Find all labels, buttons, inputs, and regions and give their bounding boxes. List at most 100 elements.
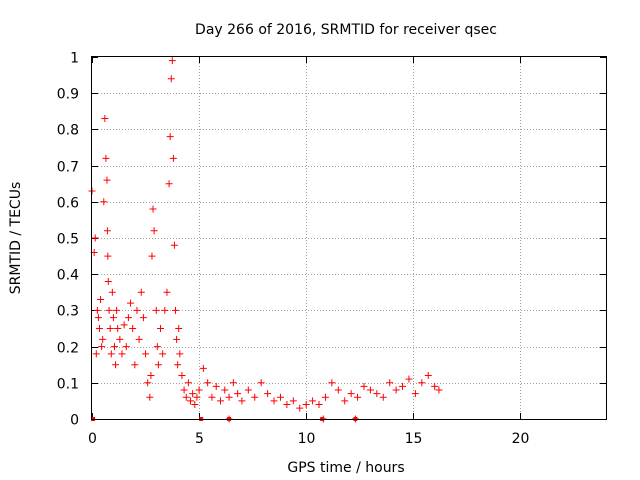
data-point — [309, 397, 317, 405]
data-point — [366, 386, 374, 394]
data-point — [106, 325, 114, 332]
data-point — [315, 401, 323, 409]
data-point — [98, 343, 106, 351]
data-point — [91, 234, 99, 242]
data-point — [431, 382, 439, 390]
plot-frame — [91, 56, 607, 420]
data-point — [184, 379, 192, 387]
tick-labels: 00.10.20.30.40.50.60.70.80.910 5 10 15 20 — [57, 51, 530, 448]
x-axis-label: GPS time / hours — [287, 460, 404, 476]
data-point — [101, 115, 109, 123]
data-point — [137, 288, 145, 296]
data-point — [149, 205, 157, 213]
y-tick-label: 0.5 — [57, 232, 79, 248]
y-tick-label: 0.6 — [57, 196, 79, 212]
data-point — [127, 299, 135, 307]
data-point — [152, 306, 160, 314]
data-point — [276, 393, 284, 401]
data-point — [112, 361, 120, 369]
x-tick-label: 10 — [298, 431, 316, 447]
data-point — [129, 325, 137, 332]
data-point — [100, 198, 108, 206]
data-point — [150, 227, 158, 235]
data-point — [379, 393, 387, 401]
data-point — [165, 180, 173, 188]
data-point — [386, 379, 394, 387]
data-point — [167, 75, 175, 83]
data-point — [142, 350, 150, 358]
data-point — [244, 386, 252, 394]
data-point — [95, 325, 103, 332]
data-point — [208, 393, 216, 401]
x-tick-label: 15 — [405, 431, 423, 447]
data-point — [161, 306, 169, 314]
data-point — [103, 227, 111, 235]
data-point — [92, 350, 100, 358]
data-point — [173, 335, 181, 343]
data-point — [154, 361, 162, 369]
data-point — [124, 314, 132, 322]
y-tick-label: 0.4 — [57, 268, 79, 284]
y-tick-label: 0.7 — [57, 160, 79, 176]
data-point — [180, 386, 188, 394]
data-point — [189, 390, 197, 398]
data-point — [217, 397, 224, 405]
data-point — [399, 382, 407, 390]
data-point — [168, 57, 176, 65]
data-point — [148, 252, 156, 260]
y-tick-label: 0 — [70, 413, 79, 429]
data-point — [110, 343, 118, 351]
data-point — [170, 241, 178, 249]
data-point — [334, 386, 342, 394]
data-point — [169, 154, 177, 162]
data-point — [104, 252, 112, 260]
x-tick-label: 0 — [88, 431, 97, 447]
data-point — [204, 379, 212, 387]
data-point — [251, 393, 259, 401]
data-point — [116, 335, 124, 343]
data-point — [270, 397, 278, 405]
x-tick-label: 20 — [512, 431, 530, 447]
data-point — [114, 325, 122, 332]
data-point — [94, 314, 102, 322]
data-point — [147, 372, 155, 380]
data-point — [411, 390, 419, 398]
data-point — [166, 133, 174, 141]
data-point — [105, 306, 113, 314]
grid-lines — [92, 57, 606, 419]
y-axis-label: SRMTID / TECUs — [8, 182, 24, 295]
data-point — [212, 382, 220, 390]
data-point — [238, 397, 246, 405]
data-point — [225, 393, 233, 401]
data-point — [195, 386, 203, 394]
data-point — [321, 393, 329, 401]
x-tick-label: 5 — [195, 431, 204, 447]
data-point — [347, 390, 355, 398]
data-point — [191, 401, 199, 409]
data-point — [97, 296, 105, 304]
data-point — [174, 361, 182, 369]
y-tick-label: 0.8 — [57, 123, 79, 139]
data-point — [176, 350, 184, 358]
data-point — [146, 393, 154, 401]
data-point — [302, 401, 310, 409]
data-point — [135, 335, 143, 343]
data-point — [163, 288, 171, 296]
data-point — [328, 379, 336, 387]
y-tick-label: 0.9 — [57, 87, 79, 103]
data-point — [131, 361, 139, 369]
data-point — [289, 397, 297, 405]
data-point — [93, 306, 101, 314]
data-point — [159, 350, 167, 358]
data-point — [360, 382, 368, 390]
data-point — [373, 390, 381, 398]
data-points — [88, 57, 443, 423]
data-point — [234, 390, 242, 398]
data-point — [175, 325, 183, 332]
data-point — [283, 401, 291, 409]
data-point — [435, 386, 443, 394]
data-point — [424, 372, 432, 380]
data-point — [122, 343, 130, 351]
data-point — [187, 397, 195, 405]
